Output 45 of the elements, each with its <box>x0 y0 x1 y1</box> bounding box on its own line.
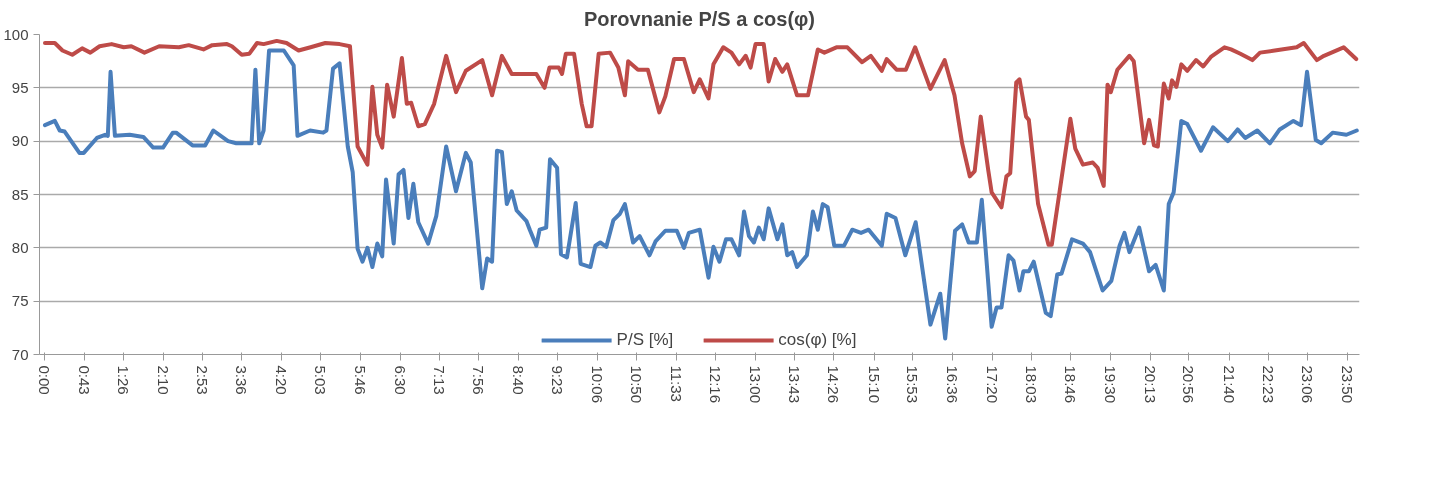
x-tick-label: 1:26 <box>114 365 132 395</box>
x-tick-label: 23:50 <box>1338 365 1356 404</box>
x-tick-label: 10:50 <box>628 365 646 404</box>
x-tick-label: 10:06 <box>588 365 606 404</box>
x-tick-label: 0:43 <box>75 365 93 395</box>
x-tick-label: 5:03 <box>312 365 330 395</box>
x-tick-label: 0:00 <box>36 365 54 395</box>
y-tick-label: 70 <box>11 345 29 363</box>
x-tick-label: 15:10 <box>865 365 883 404</box>
x-tick-label: 23:06 <box>1299 365 1317 404</box>
x-tick-label: 11:33 <box>667 365 685 402</box>
x-tick-label: 8:40 <box>510 365 528 395</box>
x-tick-label: 18:03 <box>1023 365 1041 404</box>
line-series <box>42 38 1359 247</box>
x-tick-label: 12:16 <box>707 365 725 404</box>
legend-label: P/S [%] <box>616 330 674 350</box>
chart-title: Porovnanie P/S a cos(φ) <box>583 7 816 30</box>
legend-label: cos(φ) [%] <box>778 330 857 350</box>
x-tick-label: 16:36 <box>943 365 961 404</box>
x-tick-label: 21:40 <box>1220 365 1238 404</box>
x-tick-label: 15:53 <box>904 365 922 404</box>
y-tick-label: 80 <box>11 238 29 256</box>
x-tick-label: 20:13 <box>1141 365 1159 404</box>
x-tick-label: 7:13 <box>431 365 449 395</box>
y-tick-label: 90 <box>11 132 29 150</box>
x-tick-label: 3:36 <box>233 365 251 395</box>
y-tick-label: 75 <box>11 292 29 310</box>
x-tick-label: 6:30 <box>391 365 409 395</box>
x-tick-label: 2:10 <box>155 365 173 395</box>
x-tick-label: 20:56 <box>1180 365 1198 404</box>
x-tick-label: 7:56 <box>469 365 487 395</box>
y-tick-label: 100 <box>3 25 29 43</box>
x-tick-label: 14:26 <box>825 365 843 404</box>
x-tick-label: 17:20 <box>983 365 1001 404</box>
x-tick-label: 9:23 <box>549 365 567 395</box>
x-tick-label: 13:00 <box>747 365 765 404</box>
x-tick-label: 13:43 <box>786 365 804 404</box>
y-tick-label: 95 <box>11 78 29 96</box>
x-tick-label: 5:46 <box>351 365 369 395</box>
x-tick-label: 22:23 <box>1259 365 1277 404</box>
x-tick-label: 4:20 <box>273 365 291 395</box>
x-tick-label: 19:30 <box>1102 365 1120 404</box>
y-tick-label: 85 <box>11 185 29 203</box>
x-tick-label: 18:46 <box>1062 365 1080 404</box>
x-tick-label: 2:53 <box>193 365 211 395</box>
